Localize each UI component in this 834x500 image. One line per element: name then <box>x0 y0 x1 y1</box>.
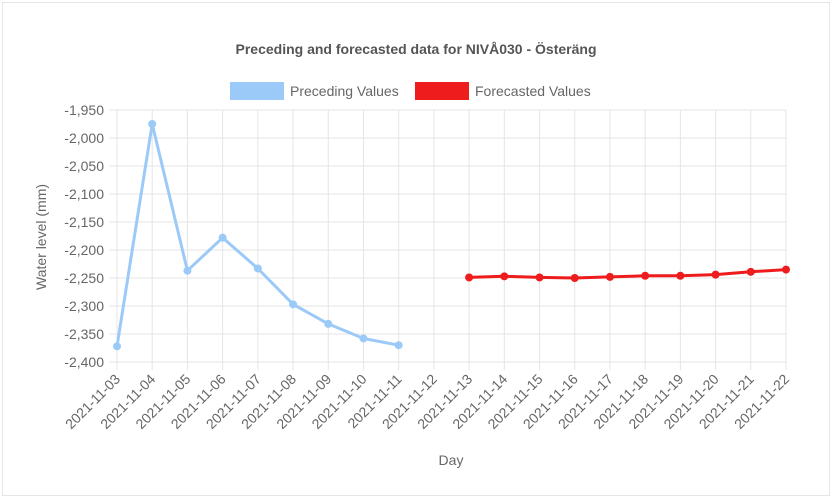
y-tick-label: -2,150 <box>64 214 104 230</box>
data-point[interactable] <box>394 341 403 350</box>
data-point[interactable] <box>605 272 614 281</box>
data-point[interactable] <box>324 319 333 328</box>
y-tick-label: -2,100 <box>64 186 104 202</box>
y-tick-label: -2,250 <box>64 270 104 286</box>
data-point[interactable] <box>359 334 368 343</box>
data-point[interactable] <box>676 271 685 280</box>
grid <box>109 109 787 370</box>
x-axis-title: Day <box>439 452 464 468</box>
data-point[interactable] <box>148 120 157 128</box>
data-point[interactable] <box>253 264 262 273</box>
y-tick-label: -2,050 <box>64 158 104 174</box>
legend-swatch-preceding[interactable] <box>230 82 284 100</box>
y-axis-ticks: -1,950 -2,000 -2,050 -2,100 -2,150 -2,200 -2,2… <box>64 102 104 370</box>
legend-swatch-forecasted[interactable] <box>415 82 469 100</box>
series-layer <box>113 120 790 351</box>
data-point[interactable] <box>711 270 720 279</box>
data-point[interactable] <box>535 273 544 282</box>
y-tick-label: -2,400 <box>64 354 104 370</box>
x-axis-ticks: 2021-11-032021-11-042021-11-052021-11-06… <box>62 371 792 432</box>
y-tick-label: -2,200 <box>64 242 104 258</box>
legend-label-preceding[interactable]: Preceding Values <box>290 83 399 99</box>
data-point[interactable] <box>641 271 650 280</box>
y-tick-label: -2,000 <box>64 130 104 146</box>
y-axis-title: Water level (mm) <box>33 184 49 290</box>
data-point[interactable] <box>500 272 509 281</box>
data-point[interactable] <box>218 233 227 242</box>
series-line-1 <box>469 268 787 280</box>
data-point[interactable] <box>183 266 192 275</box>
chart-title: Preceding and forecasted data for NIVÅ03… <box>236 41 597 57</box>
data-point[interactable] <box>289 300 298 309</box>
data-point[interactable] <box>570 274 579 282</box>
legend-label-forecasted[interactable]: Forecasted Values <box>475 83 591 99</box>
y-tick-label: -2,300 <box>64 298 104 314</box>
data-point[interactable] <box>465 273 474 282</box>
y-tick-label: -2,350 <box>64 326 104 342</box>
y-tick-label: -1,950 <box>64 102 104 118</box>
data-point[interactable] <box>746 267 755 276</box>
data-point[interactable] <box>782 265 790 274</box>
legend: Preceding Values Forecasted Values <box>230 82 591 100</box>
data-point[interactable] <box>113 342 121 351</box>
